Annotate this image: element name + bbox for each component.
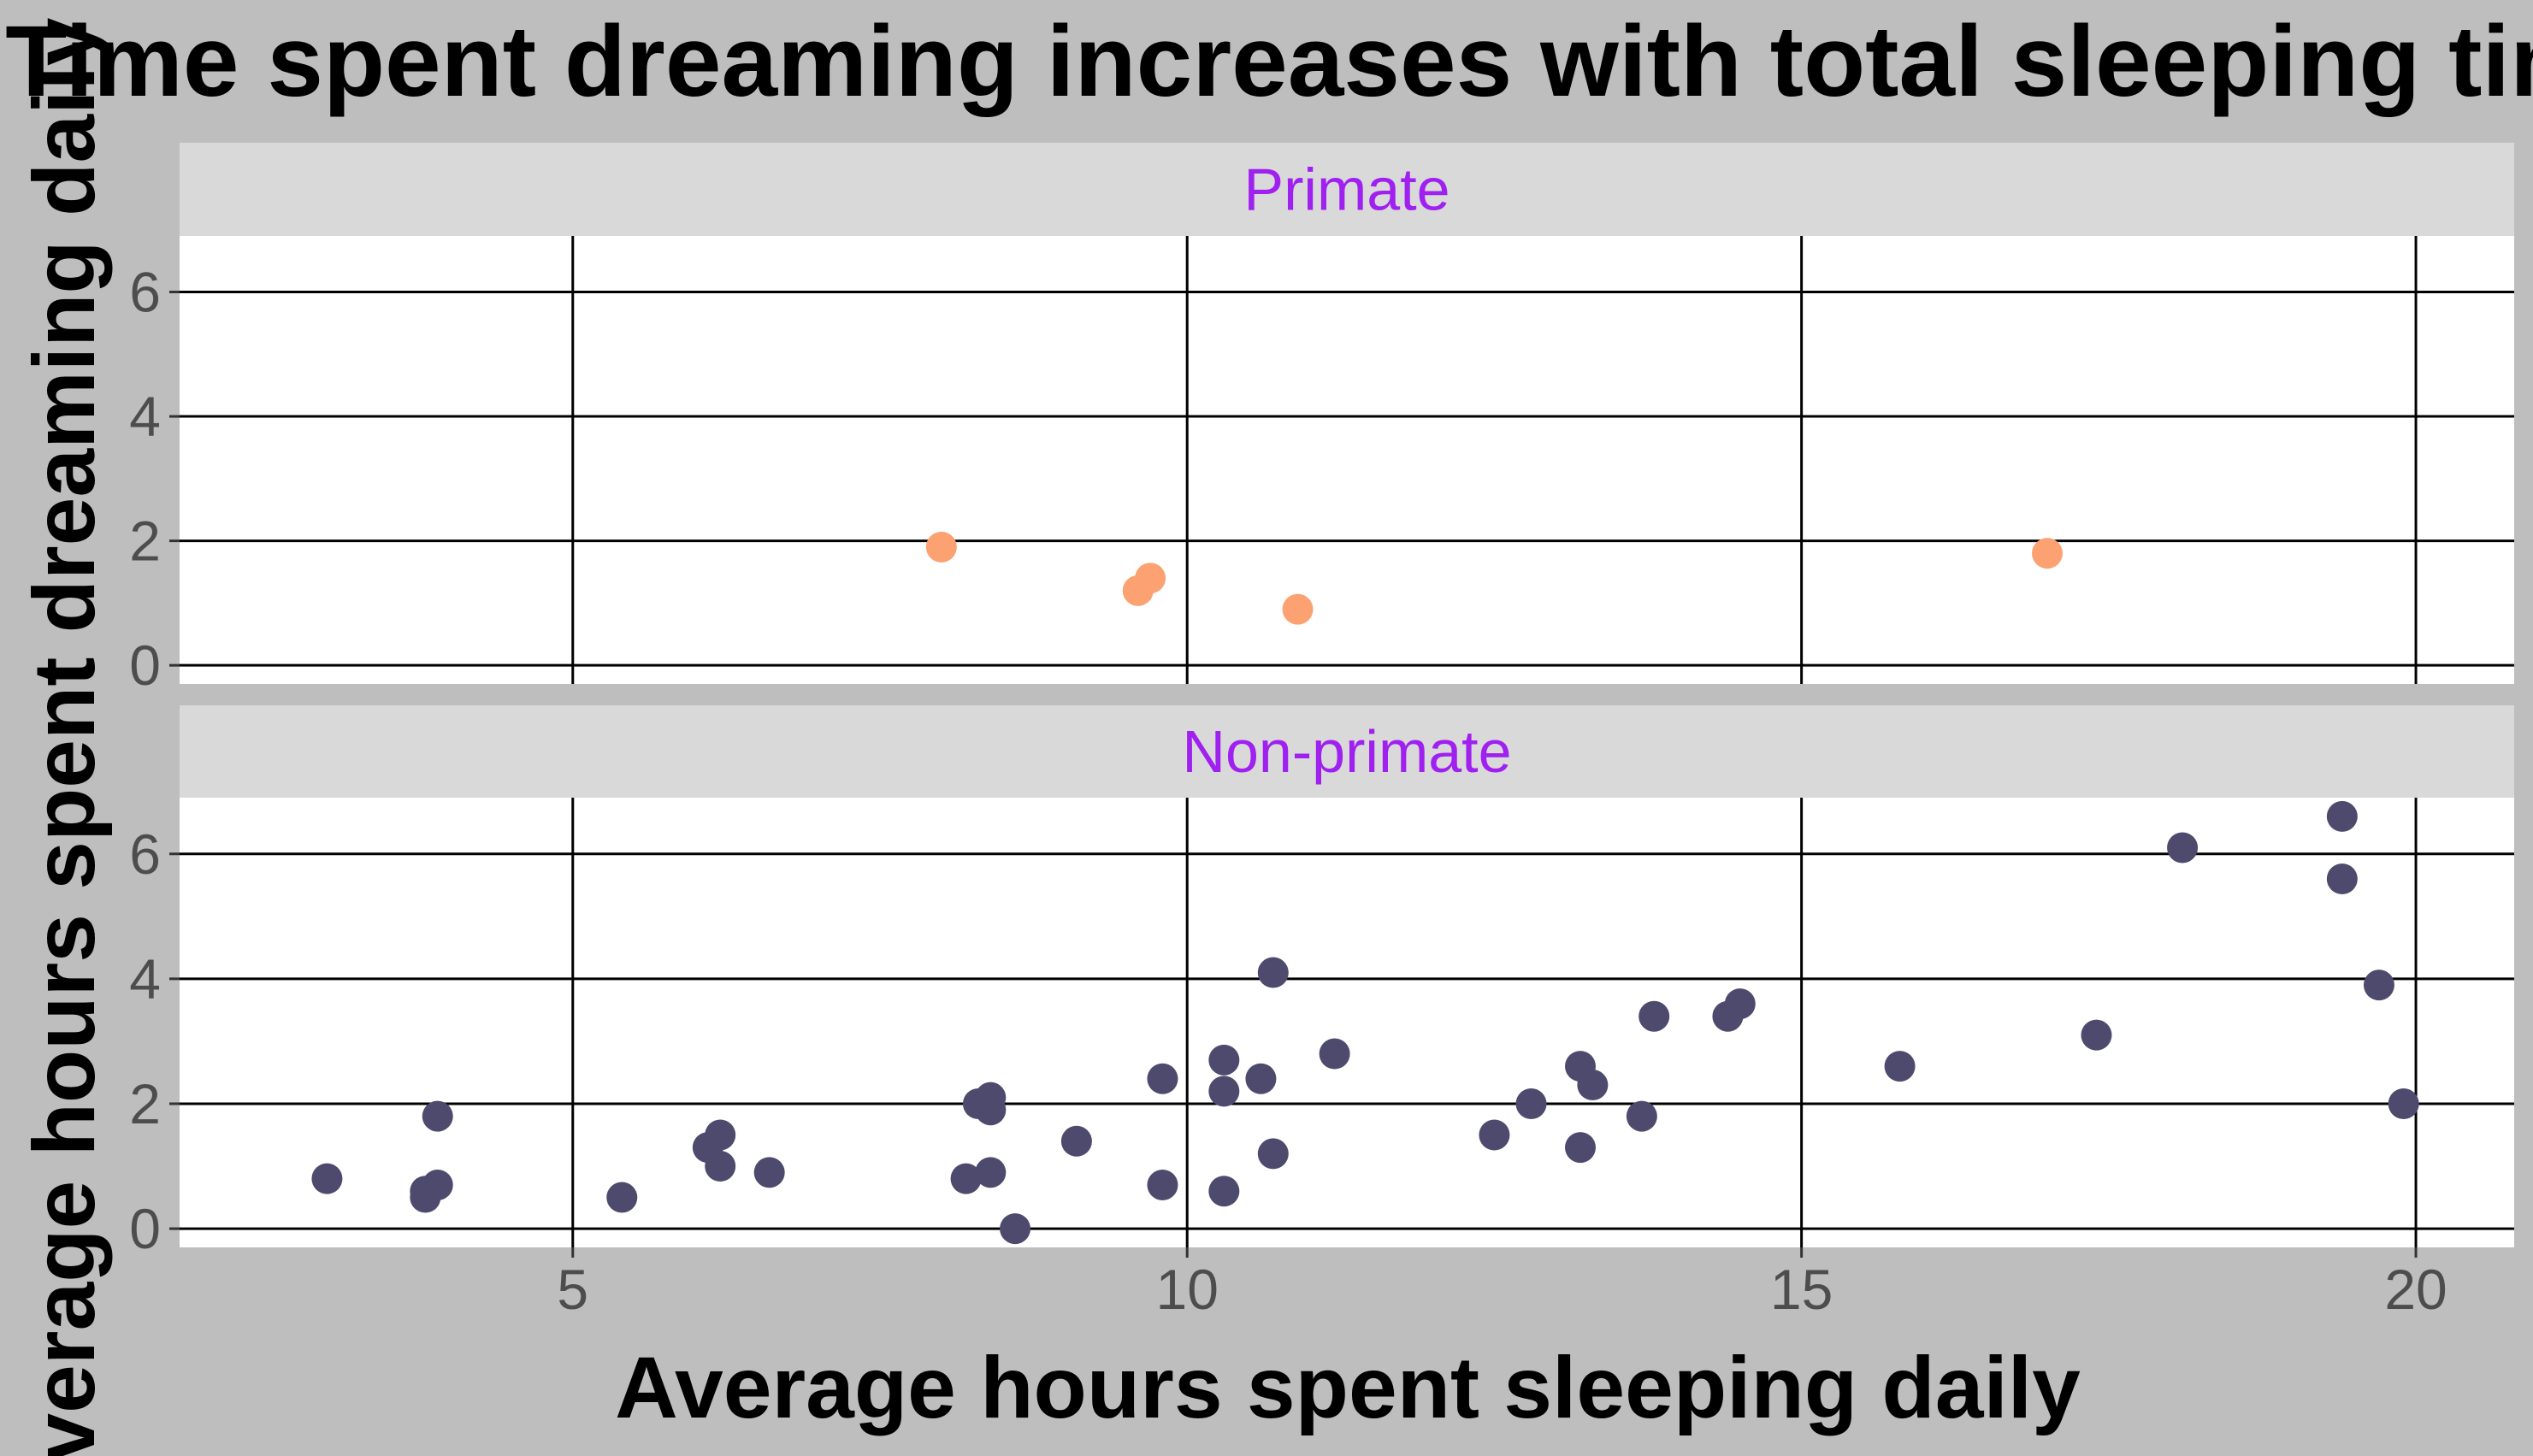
data-point [975,1094,1007,1126]
y-tick-label: 0 [129,634,161,697]
data-point [925,531,957,563]
data-point [1626,1100,1657,1132]
x-tick-label: 5 [557,1258,588,1321]
data-point [2326,863,2358,894]
strip-non-primate [180,705,2514,798]
data-point [1724,988,1756,1020]
y-tick-label: 2 [129,510,161,573]
x-axis-title: Average hours spent sleeping daily [615,1339,2081,1436]
data-point [1000,1213,1031,1245]
strip-primate [180,143,2514,236]
data-point [2326,800,2358,832]
y-tick-label: 4 [129,385,161,448]
data-point [311,1163,343,1194]
data-point [1479,1119,1510,1151]
data-point [1122,575,1154,606]
x-tick-label: 15 [1770,1258,1833,1321]
data-point [2388,1088,2419,1119]
panel-primate: Primate 0 2 4 6 [129,143,2514,697]
y-axis-title: Average hours spent dreaming daily [15,17,113,1456]
panel-background [180,798,2514,1247]
panel-non-primate: Non-primate 0 2 4 6 [129,705,2514,1260]
y-tick-label: 0 [129,1197,161,1260]
y-tick-label: 4 [129,947,161,1011]
panel-background [180,236,2514,684]
panels: Primate 0 2 4 6 Non-primate 0 2 4 6 [129,143,2514,1260]
data-point [1208,1076,1240,1107]
chart-title: Time spent dreaming increases with total… [5,5,2533,118]
strip-label: Primate [1243,156,1450,223]
x-tick-label: 10 [1155,1258,1218,1321]
data-point [1565,1132,1596,1164]
data-point [1245,1063,1277,1094]
data-point [422,1100,453,1132]
data-point [1208,1044,1240,1076]
data-point [1060,1125,1092,1157]
y-tick-label: 6 [129,261,161,324]
strip-label: Non-primate [1182,718,1511,785]
data-point [1147,1169,1178,1200]
data-point [1147,1063,1178,1094]
data-point [1577,1070,1609,1101]
data-point [2032,538,2063,569]
data-point [1884,1051,1916,1082]
data-point [975,1157,1007,1188]
data-point [1319,1038,1350,1070]
data-point [2167,832,2199,864]
data-point [1208,1176,1240,1207]
y-tick-label: 2 [129,1072,161,1135]
data-point [950,1163,982,1194]
data-point [422,1169,453,1200]
data-point [606,1182,638,1213]
data-point [753,1157,785,1188]
data-point [1257,1138,1289,1170]
data-point [1282,593,1314,625]
data-point [1515,1088,1547,1119]
data-point [705,1151,736,1182]
x-tick-label: 20 [2384,1258,2447,1321]
x-axis-ticks: 5 10 15 20 [557,1247,2447,1321]
y-tick-label: 6 [129,822,161,886]
data-point [1638,1000,1670,1032]
data-point [2081,1019,2112,1051]
data-point [1257,957,1289,988]
data-point [705,1119,736,1151]
data-point [2363,970,2394,1001]
